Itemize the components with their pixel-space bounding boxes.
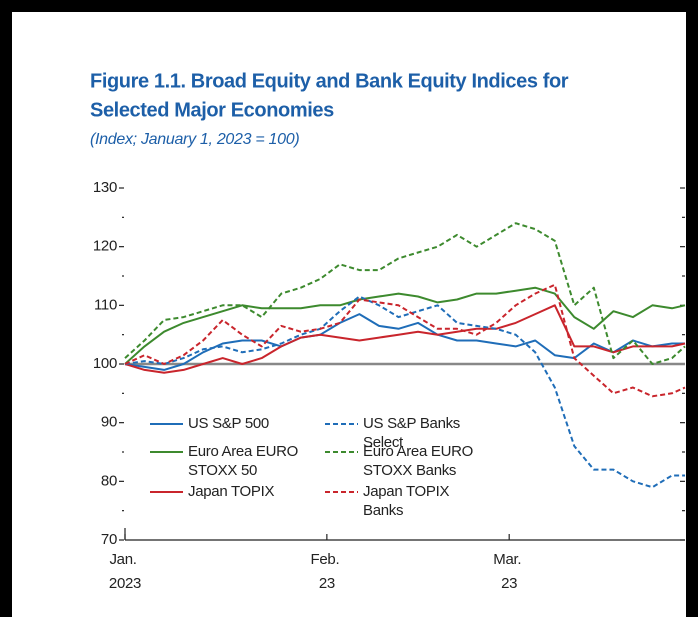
series-line [124, 313, 685, 371]
legend-label: Japan TOPIX Banks [363, 483, 453, 519]
y-tick-label: 120 [93, 238, 117, 255]
y-tick-label: 70 [101, 531, 117, 548]
y-tick-label: 90 [101, 414, 117, 431]
frame-right [686, 0, 698, 617]
series-line [124, 295, 685, 489]
frame-top [0, 0, 698, 12]
x-tick-label: Mar. 23 [493, 551, 525, 592]
chart-title-line2: Selected Major Economies [90, 99, 334, 121]
legend-label: Japan TOPIX [188, 483, 274, 500]
frame-left [0, 0, 12, 617]
x-tick-label: Jan. 2023 [109, 551, 141, 592]
chart-subtitle: (Index; January 1, 2023 = 100) [90, 131, 299, 148]
y-tick-label: 100 [93, 355, 117, 372]
legend-label: US S&P Banks Select [363, 415, 464, 451]
series-line [124, 286, 686, 365]
series-line [124, 304, 686, 374]
y-tick-label: 130 [93, 179, 117, 196]
chart-title: Figure 1.1. Broad Equity and Bank Equity… [90, 70, 569, 92]
x-tick-label: Feb. 23 [311, 551, 344, 592]
legend-label: US S&P 500 [188, 415, 269, 432]
legend-label: Euro Area EURO STOXX Banks [363, 443, 477, 479]
y-tick-label: 80 [101, 472, 117, 489]
legend-label: Euro Area EURO STOXX 50 [188, 443, 302, 479]
series-line [124, 283, 686, 398]
y-tick-label: 110 [94, 296, 117, 313]
